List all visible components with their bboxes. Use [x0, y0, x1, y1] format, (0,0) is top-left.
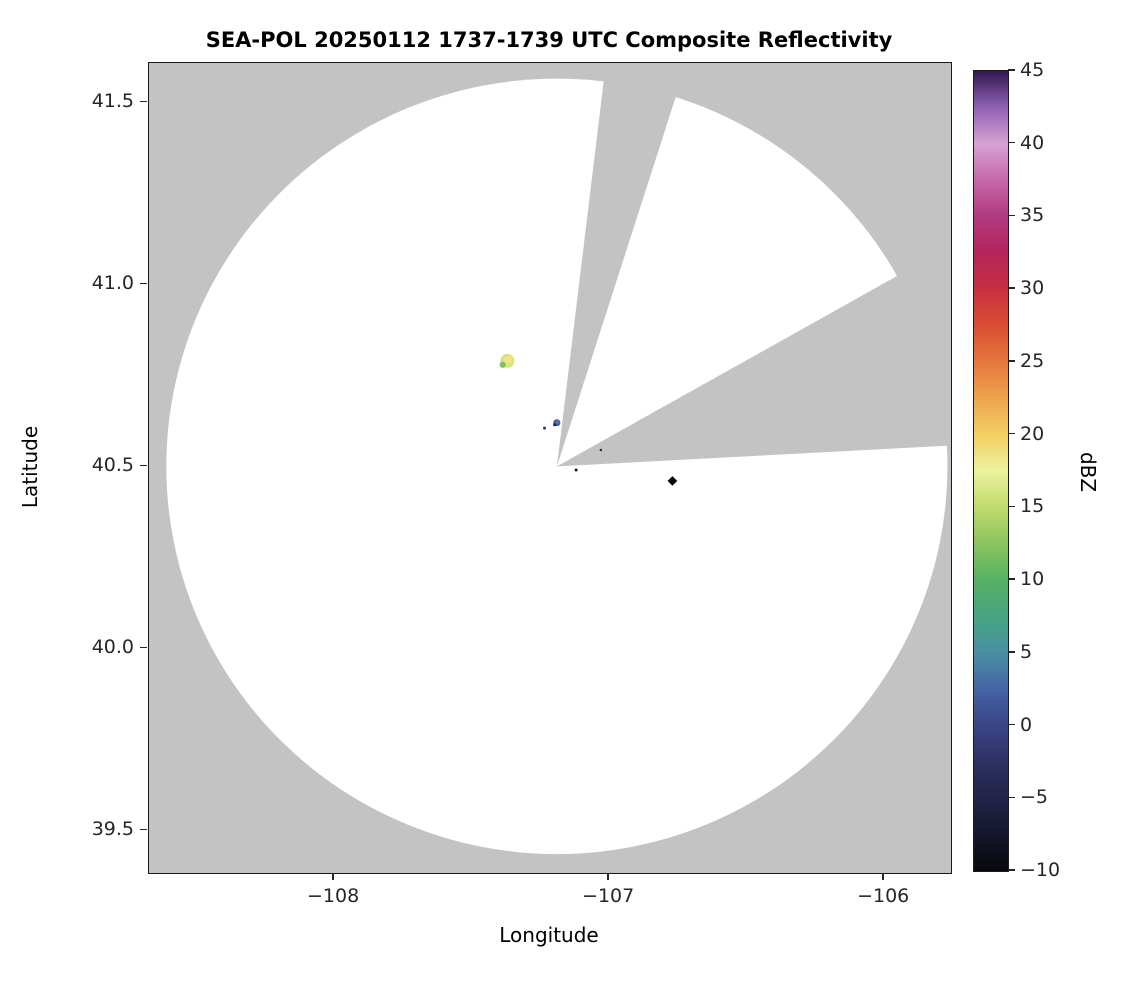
- colorbar-tick-label: 40: [1020, 131, 1045, 154]
- x-tick-mark: [332, 873, 334, 880]
- chart-title: SEA-POL 20250112 1737-1739 UTC Composite…: [205, 28, 893, 52]
- radar-echo: [499, 353, 515, 368]
- x-tick-mark: [882, 873, 884, 880]
- x-tick-label: −107: [582, 885, 635, 907]
- y-tick-mark: [140, 282, 147, 285]
- radar-coverage-area: [166, 78, 948, 855]
- colorbar-tick-label: 25: [1020, 349, 1045, 372]
- colorbar-tick-mark: [1008, 287, 1015, 289]
- colorbar-tick-label: −10: [1020, 859, 1061, 881]
- y-tick-mark: [140, 100, 147, 102]
- y-axis-label: Latitude: [18, 425, 42, 509]
- radar-echo: [599, 448, 603, 452]
- colorbar-tick-label: 35: [1020, 204, 1045, 227]
- radar-echo: [543, 426, 546, 430]
- blocked-sector: [556, 245, 951, 467]
- colorbar-tick-mark: [1008, 723, 1015, 726]
- colorbar-tick-label: 30: [1020, 277, 1045, 300]
- y-tick-mark: [140, 646, 147, 649]
- colorbar-tick-mark: [1008, 796, 1015, 798]
- plot-area: [148, 62, 952, 874]
- colorbar-tick-label: 15: [1020, 495, 1045, 518]
- colorbar-tick-mark: [1008, 505, 1015, 508]
- radar-echo: [574, 468, 578, 472]
- y-tick-label: 41.5: [91, 90, 134, 113]
- y-tick-label: 40.0: [91, 636, 134, 659]
- colorbar-tick-mark: [1008, 578, 1015, 580]
- colorbar-tick-label: 20: [1020, 422, 1045, 445]
- colorbar-tick-label: −5: [1020, 786, 1049, 809]
- colorbar-tick-mark: [1008, 869, 1015, 871]
- colorbar-tick-label: 45: [1020, 59, 1045, 81]
- colorbar-tick-mark: [1008, 651, 1015, 653]
- colorbar-tick-mark: [1008, 214, 1015, 217]
- x-axis-label: Longitude: [499, 923, 599, 947]
- x-tick-mark: [607, 873, 609, 880]
- radar-plot-canvas: [149, 63, 951, 873]
- y-tick-label: 41.0: [91, 272, 134, 295]
- colorbar: [973, 70, 1009, 872]
- colorbar-tick-label: 0: [1020, 713, 1033, 736]
- radar-echo: [553, 419, 561, 427]
- y-tick-label: 40.5: [91, 454, 134, 477]
- colorbar-tick-mark: [1008, 69, 1015, 71]
- colorbar-gradient: [974, 71, 1008, 871]
- y-tick-mark: [140, 828, 147, 831]
- colorbar-tick-label: 5: [1020, 640, 1033, 663]
- x-tick-label: −106: [857, 885, 910, 907]
- y-tick-mark: [140, 464, 147, 467]
- colorbar-label: dBZ: [1076, 451, 1100, 493]
- y-tick-label: 39.5: [91, 818, 134, 841]
- colorbar-tick-mark: [1008, 142, 1015, 144]
- colorbar-tick-label: 10: [1020, 568, 1045, 591]
- colorbar-tick-mark: [1008, 360, 1015, 362]
- x-tick-label: −108: [307, 885, 360, 907]
- colorbar-tick-mark: [1008, 432, 1015, 435]
